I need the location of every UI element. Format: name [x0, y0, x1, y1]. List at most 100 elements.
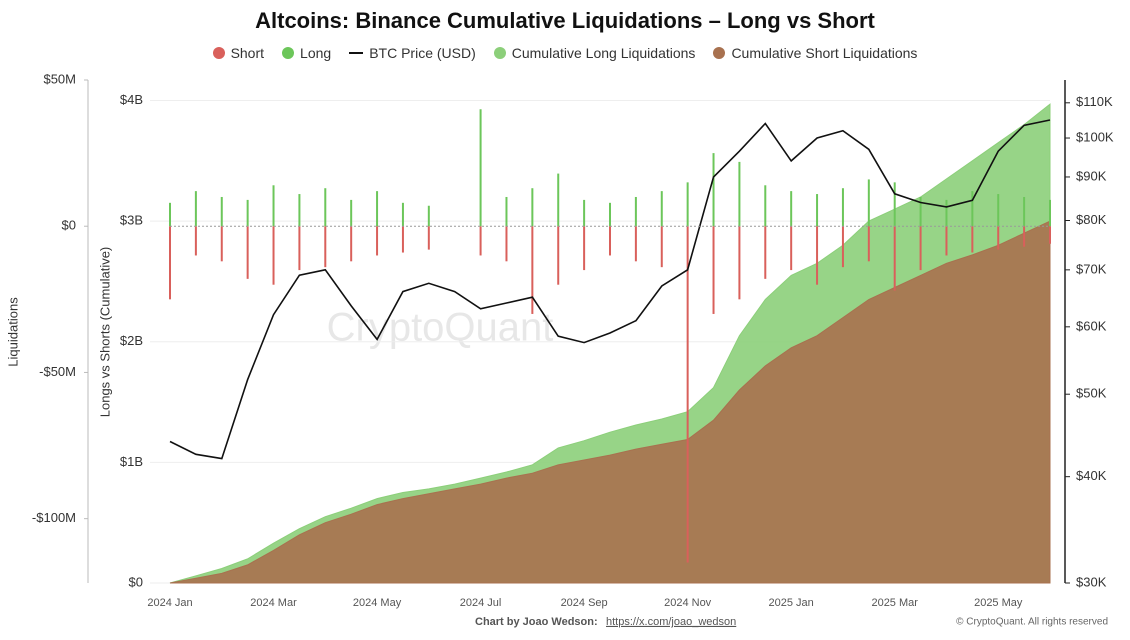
bar — [816, 226, 819, 285]
legend-item[interactable]: Cumulative Short Liquidations — [713, 45, 917, 61]
y-tick-label: -$100M — [32, 510, 76, 525]
bar — [816, 194, 819, 227]
bar — [1049, 199, 1051, 227]
bar — [841, 188, 844, 227]
y3-tick-label: $100K — [1076, 129, 1114, 144]
bar — [945, 226, 948, 256]
x-tick-label: 2025 Jan — [769, 597, 814, 609]
y3-tick-label: $80K — [1076, 212, 1107, 227]
bar — [971, 226, 974, 253]
bar — [634, 226, 637, 262]
bar — [220, 226, 223, 262]
line — [169, 119, 1051, 460]
bar — [790, 191, 793, 227]
bar — [169, 202, 171, 227]
bar — [712, 226, 715, 314]
y3-tick-label: $110K — [1076, 94, 1113, 109]
bar — [272, 226, 275, 285]
bar — [1049, 226, 1051, 244]
legend-label: Cumulative Short Liquidations — [731, 45, 918, 61]
bar — [324, 188, 327, 227]
bar — [919, 226, 922, 271]
bar — [505, 196, 508, 227]
legend-item[interactable]: Cumulative Long Liquidations — [493, 45, 696, 61]
bar — [376, 191, 379, 227]
y2-tick-label: $1B — [120, 454, 143, 469]
bar — [194, 191, 197, 227]
y3-tick-label: $30K — [1076, 574, 1107, 589]
legend-item[interactable]: Short — [212, 45, 265, 61]
footer-credit: Chart by Joao Wedson: — [475, 616, 598, 628]
bar — [427, 226, 430, 250]
legend-marker — [282, 47, 295, 59]
bar — [738, 161, 741, 227]
legend: Short Long BTC Price (USD) Cumulative Long … — [0, 45, 1130, 61]
y-tick-label: $50M — [43, 71, 76, 86]
legend-item[interactable]: Long — [282, 45, 331, 61]
legend-label: Short — [230, 45, 265, 61]
bar — [401, 202, 404, 227]
x-tick-label: 2024 Nov — [664, 597, 712, 609]
bar — [350, 199, 353, 227]
y-tick-label: -$50M — [39, 364, 76, 379]
footer-link[interactable]: https://x.com/joao_wedson — [606, 616, 736, 628]
legend-marker — [493, 47, 506, 59]
bar — [893, 182, 896, 227]
y3-tick-label: $90K — [1076, 168, 1107, 183]
bar — [841, 226, 844, 268]
bar — [557, 226, 560, 285]
bar — [479, 226, 482, 256]
bar — [324, 226, 327, 268]
bar — [686, 182, 689, 227]
plot-layer — [150, 100, 1051, 584]
bar — [272, 185, 275, 227]
bar — [997, 194, 1000, 227]
y-tick-label: $0 — [62, 218, 76, 233]
bar — [1023, 196, 1026, 227]
watermark: CryptoQuant — [327, 306, 554, 350]
bar — [531, 226, 534, 314]
legend-label: Cumulative Long Liquidations — [511, 45, 696, 61]
y2-axis-label: Longs vs Shorts (Cumulative) — [97, 247, 112, 418]
y2-tick-label: $2B — [120, 333, 143, 348]
legend-label: BTC Price (USD) — [369, 45, 476, 61]
bar — [660, 226, 663, 268]
bar — [867, 226, 870, 262]
bar — [790, 226, 793, 271]
bar — [712, 153, 715, 227]
footer-copyright: © CryptoQuant. All rights reserved — [956, 617, 1108, 628]
legend-label: Long — [300, 45, 332, 61]
bar — [583, 226, 586, 271]
bar — [298, 226, 301, 271]
bar — [194, 226, 197, 256]
bar — [945, 199, 948, 227]
bar — [505, 226, 508, 262]
x-tick-label: 2024 Sep — [561, 597, 608, 609]
bar — [764, 185, 767, 227]
bar — [401, 226, 404, 253]
y3-tick-label: $70K — [1076, 261, 1107, 276]
bar — [971, 191, 974, 227]
y3-tick-label: $50K — [1076, 386, 1107, 401]
bar — [220, 196, 223, 227]
legend-marker — [212, 47, 225, 59]
y2-tick-label: $0 — [129, 574, 143, 589]
bar — [660, 191, 663, 227]
bar — [246, 226, 249, 279]
bar — [298, 194, 301, 227]
bar — [609, 226, 611, 256]
x-tick-label: 2024 May — [353, 597, 402, 609]
bar — [997, 226, 1000, 250]
legend-marker — [713, 47, 726, 59]
bar — [893, 226, 896, 291]
legend-item[interactable]: BTC Price (USD) — [349, 45, 476, 61]
bar — [246, 199, 249, 227]
chart-title: Altcoins: Binance Cumulative Liquidation… — [255, 8, 875, 33]
bar — [686, 226, 689, 563]
area — [169, 220, 1051, 584]
bar — [376, 226, 379, 256]
x-tick-label: 2024 Mar — [250, 597, 297, 609]
x-tick-label: 2024 Jul — [460, 597, 502, 609]
bar — [427, 205, 430, 227]
